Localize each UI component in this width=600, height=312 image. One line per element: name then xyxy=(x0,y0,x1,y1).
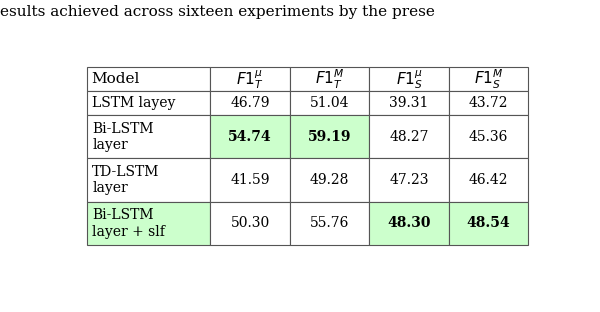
Bar xyxy=(290,115,370,158)
Bar xyxy=(211,67,290,91)
Text: Bi-LSTM
layer + slf: Bi-LSTM layer + slf xyxy=(92,208,165,239)
Bar xyxy=(449,158,529,202)
Bar xyxy=(211,202,290,245)
Text: 41.59: 41.59 xyxy=(230,173,270,187)
Bar xyxy=(370,91,449,115)
Text: $F1^{M}_{T}$: $F1^{M}_{T}$ xyxy=(315,68,344,91)
Bar xyxy=(211,115,290,158)
Bar xyxy=(86,115,211,158)
Bar xyxy=(86,158,211,202)
Text: 46.42: 46.42 xyxy=(469,173,508,187)
Text: 48.30: 48.30 xyxy=(388,217,431,231)
Bar xyxy=(86,91,211,115)
Text: 55.76: 55.76 xyxy=(310,217,349,231)
Text: 43.72: 43.72 xyxy=(469,96,508,110)
Bar xyxy=(290,91,370,115)
Text: 48.54: 48.54 xyxy=(467,217,511,231)
Bar xyxy=(370,202,449,245)
Text: $F1^{M}_{S}$: $F1^{M}_{S}$ xyxy=(474,68,503,91)
Text: $F1^{\mu}_{T}$: $F1^{\mu}_{T}$ xyxy=(236,68,264,91)
Bar xyxy=(370,67,449,91)
Bar xyxy=(449,91,529,115)
Bar xyxy=(370,158,449,202)
Text: Model: Model xyxy=(91,72,140,86)
Bar xyxy=(211,158,290,202)
Text: 46.79: 46.79 xyxy=(230,96,270,110)
Bar xyxy=(290,202,370,245)
Bar xyxy=(211,91,290,115)
Bar xyxy=(290,67,370,91)
Text: 49.28: 49.28 xyxy=(310,173,349,187)
Bar xyxy=(449,202,529,245)
Bar xyxy=(86,202,211,245)
Bar xyxy=(370,115,449,158)
Bar xyxy=(449,115,529,158)
Text: $F1^{\mu}_{S}$: $F1^{\mu}_{S}$ xyxy=(395,68,422,91)
Bar xyxy=(86,67,211,91)
Text: 39.31: 39.31 xyxy=(389,96,429,110)
Text: 51.04: 51.04 xyxy=(310,96,349,110)
Text: LSTM layey: LSTM layey xyxy=(92,96,176,110)
Text: 45.36: 45.36 xyxy=(469,130,508,144)
Text: 50.30: 50.30 xyxy=(230,217,269,231)
Text: 59.19: 59.19 xyxy=(308,130,352,144)
Text: 48.27: 48.27 xyxy=(389,130,429,144)
Bar xyxy=(449,67,529,91)
Text: Bi-LSTM
layer: Bi-LSTM layer xyxy=(92,122,154,152)
Text: esults achieved across sixteen experiments by the prese: esults achieved across sixteen experimen… xyxy=(0,5,435,19)
Text: 54.74: 54.74 xyxy=(228,130,272,144)
Bar xyxy=(290,158,370,202)
Text: 47.23: 47.23 xyxy=(389,173,429,187)
Text: TD-LSTM
layer: TD-LSTM layer xyxy=(92,165,160,195)
